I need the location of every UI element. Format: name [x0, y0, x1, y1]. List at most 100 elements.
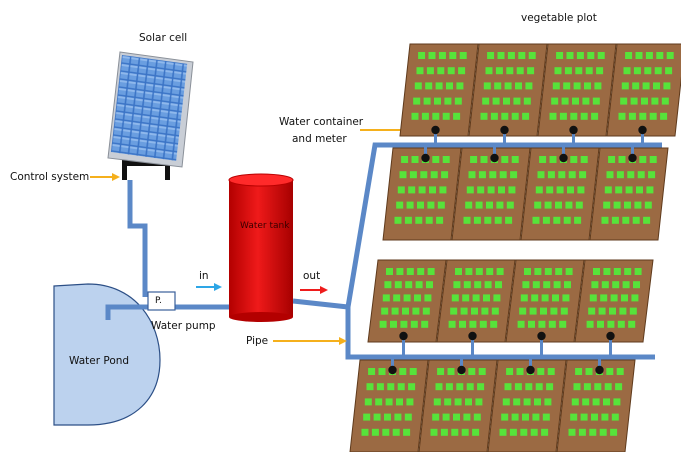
- plant-seedling: [495, 281, 502, 289]
- plant-seedling: [663, 82, 671, 90]
- plant-seedling: [472, 294, 480, 302]
- plant-seedling: [541, 428, 549, 436]
- plant-seedling: [453, 281, 461, 289]
- plant-seedling: [540, 307, 547, 315]
- plant-seedling: [371, 428, 379, 436]
- plant-seedling: [538, 320, 546, 328]
- plant-seedling: [408, 186, 416, 194]
- plant-seedling: [426, 281, 433, 289]
- plant-seedling: [495, 67, 503, 75]
- plant-seedling: [493, 294, 501, 302]
- plant-seedling: [430, 171, 438, 179]
- plant-seedling: [417, 201, 424, 209]
- plant-seedling: [482, 97, 490, 105]
- plant-seedling: [429, 186, 436, 194]
- vegetable-plot: [556, 359, 636, 452]
- plant-seedling: [402, 307, 409, 315]
- plant-seedling: [481, 307, 489, 315]
- plant-seedling: [518, 52, 526, 59]
- plant-seedling: [501, 413, 509, 421]
- plant-seedling: [392, 428, 400, 436]
- plant-seedling: [621, 82, 629, 90]
- plant-seedling: [629, 307, 637, 315]
- plant-seedling: [465, 201, 473, 209]
- plant-seedling: [499, 171, 507, 179]
- plant-seedling: [399, 368, 407, 375]
- plant-seedling: [601, 216, 609, 224]
- plant-seedling: [570, 156, 578, 163]
- plant-seedling: [386, 268, 393, 275]
- plant-seedling: [532, 281, 540, 289]
- plant-seedling: [501, 112, 509, 120]
- plant-seedling: [466, 186, 474, 194]
- plant-seedling: [610, 294, 618, 302]
- plant-seedling: [653, 82, 660, 90]
- plant-seedling: [506, 368, 514, 375]
- plant-seedling: [382, 294, 390, 302]
- plant-seedling: [541, 294, 549, 302]
- plant-seedling: [537, 368, 545, 375]
- plant-seedling: [632, 216, 640, 224]
- out-label: out: [303, 270, 321, 282]
- plant-seedling: [496, 201, 504, 209]
- plant-seedling: [470, 156, 478, 163]
- vegetable-plot: [418, 359, 498, 452]
- plant-seedling: [616, 368, 624, 375]
- plant-seedling: [542, 216, 550, 224]
- plant-seedling: [437, 201, 445, 209]
- plant-seedling: [491, 307, 499, 315]
- plant-seedling: [599, 428, 607, 436]
- vegetable-plot: [349, 359, 429, 452]
- plant-seedling: [513, 398, 521, 406]
- plant-seedling: [414, 82, 422, 90]
- water-meter-icon: [457, 365, 466, 375]
- plant-seedling: [594, 383, 602, 391]
- plant-seedling: [477, 383, 485, 391]
- water-container-label-line1: Water container: [279, 116, 364, 128]
- plant-seedling: [484, 216, 492, 224]
- plant-seedling: [394, 281, 402, 289]
- plant-seedling: [434, 97, 441, 105]
- pipes: [105, 142, 662, 360]
- plant-seedling: [424, 294, 432, 302]
- plant-seedling: [542, 413, 550, 421]
- plant-seedling: [601, 413, 609, 421]
- plant-seedling: [530, 428, 538, 436]
- plant-seedling: [622, 216, 630, 224]
- plant-seedling: [544, 268, 552, 275]
- plant-seedling: [574, 216, 582, 224]
- plant-seedling: [404, 216, 412, 224]
- plant-seedling: [634, 268, 642, 275]
- plant-seedling: [463, 413, 471, 421]
- plant-seedling: [561, 97, 569, 105]
- plant-seedling: [618, 156, 626, 163]
- solar-cell-label: Solar cell: [139, 32, 188, 44]
- plant-seedling: [524, 268, 531, 275]
- plant-seedling: [606, 171, 614, 179]
- plant-seedling: [406, 268, 414, 275]
- plant-seedling: [446, 82, 453, 90]
- plant-seedling: [582, 398, 590, 406]
- plant-seedling: [613, 201, 621, 209]
- water-pond: [53, 283, 161, 426]
- plant-seedling: [601, 281, 609, 289]
- plant-seedling: [523, 97, 531, 105]
- plant-seedling: [553, 216, 561, 224]
- plant-seedling: [494, 82, 502, 90]
- plant-seedling: [624, 201, 631, 209]
- plant-seedling: [665, 67, 673, 75]
- plant-seedling: [585, 67, 593, 75]
- plant-seedling: [511, 156, 519, 163]
- plant-seedling: [494, 216, 502, 224]
- plant-seedling: [461, 428, 469, 436]
- plant-seedling: [616, 171, 624, 179]
- plant-seedling: [522, 281, 530, 289]
- plant-seedling: [427, 268, 435, 275]
- plant-seedling: [508, 186, 516, 194]
- plant-seedling: [603, 201, 611, 209]
- plant-seedling: [587, 52, 595, 59]
- plant-seedling: [579, 171, 587, 179]
- plant-seedling: [449, 52, 457, 59]
- plant-seedling: [381, 307, 389, 315]
